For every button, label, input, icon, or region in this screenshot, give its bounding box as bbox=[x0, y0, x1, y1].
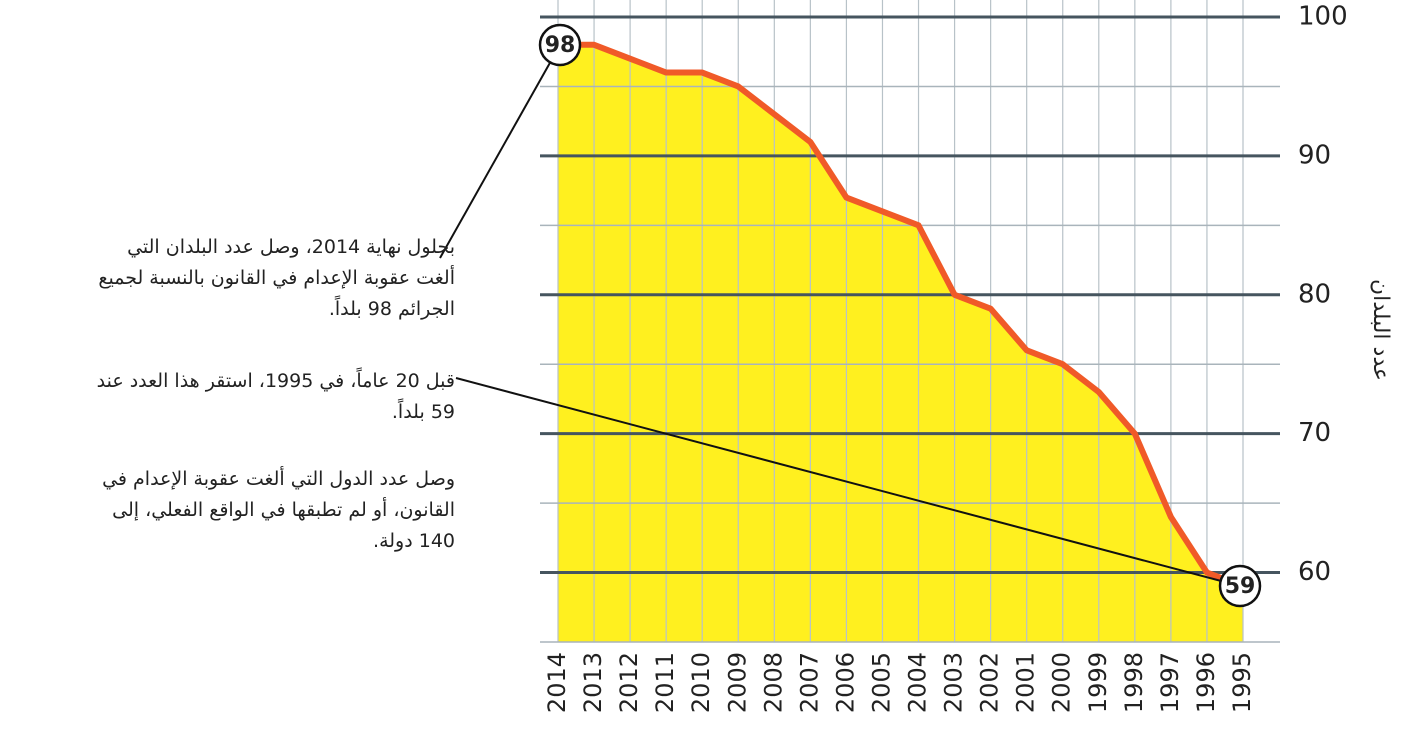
annotation: قبل 20 عاماً، في 1995، استقر هذا العدد ع… bbox=[0, 366, 455, 428]
x-tick-label: 2007 bbox=[795, 652, 823, 713]
y-tick-label: 60 bbox=[1298, 557, 1331, 587]
annotation: بحلول نهاية 2014، وصل عدد البلدان التي أل… bbox=[0, 232, 455, 325]
x-tick-label: 2011 bbox=[651, 652, 679, 713]
x-tick-label: 1997 bbox=[1156, 652, 1184, 713]
annotation-line: 59 بلداً. bbox=[391, 401, 455, 423]
line bbox=[558, 41, 1245, 590]
annotation-line: بحلول نهاية 2014، وصل عدد البلدان التي bbox=[127, 236, 455, 258]
y-tick-label: 70 bbox=[1298, 418, 1331, 448]
annotation-line: وصل عدد الدول التي ألغت عقوبة الإعدام في bbox=[102, 468, 455, 490]
x-tick-label: 1999 bbox=[1084, 652, 1112, 713]
y-axis-label: عدد البلدان bbox=[1368, 279, 1393, 381]
x-tick-label: 2005 bbox=[867, 652, 895, 713]
annotation-line: الجرائم 98 بلداً. bbox=[328, 298, 455, 320]
x-tick-label: 2014 bbox=[543, 652, 571, 713]
x-tick-label: 2010 bbox=[687, 652, 715, 713]
annotation-line: ألغت عقوبة الإعدام في القانون بالنسبة لج… bbox=[98, 267, 455, 289]
value-label: 98 bbox=[545, 33, 576, 58]
x-tick-label: 1995 bbox=[1228, 652, 1256, 713]
x-tick-label: 2004 bbox=[904, 652, 932, 713]
x-tick-label: 2013 bbox=[579, 652, 607, 713]
label-circle bbox=[1218, 564, 1262, 608]
x-tick-label: 2008 bbox=[759, 652, 787, 713]
x-tick-label: 2009 bbox=[723, 652, 751, 713]
x-tick-label: 2012 bbox=[615, 652, 643, 713]
label-circle bbox=[538, 23, 582, 67]
annotation-line: قبل 20 عاماً، في 1995، استقر هذا العدد ع… bbox=[96, 370, 455, 392]
x-tick-label: 2000 bbox=[1048, 652, 1076, 713]
x-tick-label: 2006 bbox=[831, 652, 859, 713]
annotation: وصل عدد الدول التي ألغت عقوبة الإعدام في… bbox=[0, 464, 455, 557]
x-tick-label: 1996 bbox=[1192, 652, 1220, 713]
area bbox=[558, 44, 1243, 643]
leader-line bbox=[455, 377, 1241, 587]
x-tick-label: 1998 bbox=[1120, 652, 1148, 713]
x-tick-label: 2002 bbox=[976, 652, 1004, 713]
x-tick-label: 2003 bbox=[940, 652, 968, 713]
x-tick-label: 2001 bbox=[1012, 652, 1040, 713]
y-tick-label: 90 bbox=[1298, 140, 1331, 170]
y-tick-label: 100 bbox=[1298, 2, 1348, 32]
annotation-line: 140 دولة. bbox=[373, 530, 455, 552]
leader-line bbox=[439, 44, 561, 259]
annotation-line: القانون، أو لم تطبقها في الواقع الفعلي، … bbox=[112, 499, 455, 521]
value-label: 59 bbox=[1225, 574, 1256, 599]
y-tick-label: 80 bbox=[1298, 279, 1331, 309]
